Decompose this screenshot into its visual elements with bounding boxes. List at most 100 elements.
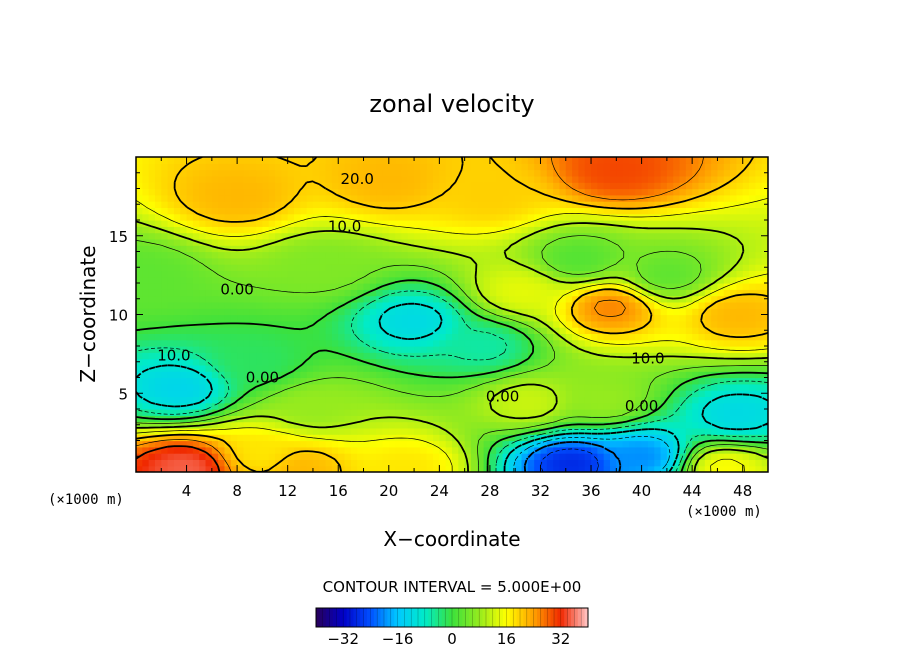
field-cell xyxy=(199,327,207,334)
field-cell xyxy=(572,213,579,221)
field-cell xyxy=(439,415,447,423)
field-cell xyxy=(654,220,662,227)
field-cell xyxy=(540,283,548,290)
field-cell xyxy=(148,383,156,391)
field-cell xyxy=(610,163,617,171)
field-cell xyxy=(654,390,662,397)
field-cell xyxy=(287,201,295,208)
field-cell xyxy=(180,226,188,234)
field-cell xyxy=(673,364,681,372)
field-cell xyxy=(736,163,744,171)
field-cell xyxy=(199,402,207,410)
field-cell xyxy=(306,421,314,429)
field-cell xyxy=(161,434,169,442)
field-cell xyxy=(420,327,428,334)
field-cell xyxy=(395,276,403,284)
field-cell xyxy=(736,220,744,227)
field-cell xyxy=(717,459,725,467)
field-cell xyxy=(749,415,756,423)
field-cell xyxy=(572,301,579,309)
field-cell xyxy=(704,440,712,448)
field-cell xyxy=(350,364,358,372)
field-cell xyxy=(350,415,358,423)
field-cell xyxy=(635,175,643,183)
field-cell xyxy=(445,213,453,221)
field-cell xyxy=(477,251,485,259)
field-cell xyxy=(749,434,756,442)
field-cell xyxy=(262,396,270,404)
field-cell xyxy=(306,194,314,202)
field-cell xyxy=(192,446,200,454)
field-cell xyxy=(243,427,251,435)
field-cell xyxy=(338,295,346,303)
field-cell xyxy=(749,346,756,353)
field-cell xyxy=(698,434,706,442)
field-cell xyxy=(654,201,662,208)
field-cell xyxy=(508,314,516,322)
field-cell xyxy=(312,226,320,234)
field-cell xyxy=(294,194,301,202)
field-cell xyxy=(489,194,497,202)
field-cell xyxy=(711,157,719,164)
field-cell xyxy=(312,421,320,429)
field-cell xyxy=(306,182,314,190)
field-cell xyxy=(445,371,453,379)
field-cell xyxy=(218,440,226,448)
field-cell xyxy=(698,257,706,265)
field-cell xyxy=(420,213,428,221)
field-cell xyxy=(452,377,459,385)
field-cell xyxy=(268,157,276,164)
field-cell xyxy=(395,163,403,171)
field-cell xyxy=(597,175,605,183)
field-cell xyxy=(654,169,662,177)
field-cell xyxy=(237,157,245,164)
field-cell xyxy=(319,364,327,372)
field-cell xyxy=(527,421,535,429)
field-cell xyxy=(673,182,681,190)
field-cell xyxy=(281,346,289,353)
field-cell xyxy=(167,446,175,454)
field-cell xyxy=(508,364,516,372)
field-cell xyxy=(294,182,301,190)
field-cell xyxy=(458,295,466,303)
field-cell xyxy=(218,339,226,347)
field-cell xyxy=(388,264,396,271)
field-cell xyxy=(679,402,687,410)
field-cell xyxy=(312,427,320,435)
field-cell xyxy=(603,226,611,234)
field-cell xyxy=(622,188,630,196)
field-cell xyxy=(401,459,409,467)
field-cell xyxy=(237,434,245,442)
field-cell xyxy=(489,371,497,379)
field-cell xyxy=(540,289,548,297)
field-cell xyxy=(546,346,554,353)
field-cell xyxy=(256,226,263,234)
field-cell xyxy=(502,257,510,265)
field-cell xyxy=(192,308,200,316)
field-cell xyxy=(698,213,706,221)
field-cell xyxy=(749,207,756,215)
field-cell xyxy=(685,257,693,265)
field-cell xyxy=(382,289,390,297)
field-cell xyxy=(736,264,744,271)
field-cell xyxy=(433,333,440,341)
field-cell xyxy=(660,314,668,322)
field-cell xyxy=(433,364,440,372)
field-cell xyxy=(553,207,561,215)
field-cell xyxy=(565,383,573,391)
field-cell xyxy=(376,194,384,202)
field-cell xyxy=(553,182,561,190)
field-cell xyxy=(647,163,655,171)
field-cell xyxy=(312,459,320,467)
field-cell xyxy=(597,314,605,322)
field-cell xyxy=(502,402,510,410)
field-cell xyxy=(205,453,213,460)
field-cell xyxy=(502,157,510,164)
field-cell xyxy=(477,453,485,460)
field-cell xyxy=(723,276,731,284)
field-cell xyxy=(477,264,485,271)
field-cell xyxy=(603,339,611,347)
field-cell xyxy=(736,245,744,253)
field-cell xyxy=(534,465,542,472)
field-cell xyxy=(502,213,510,221)
